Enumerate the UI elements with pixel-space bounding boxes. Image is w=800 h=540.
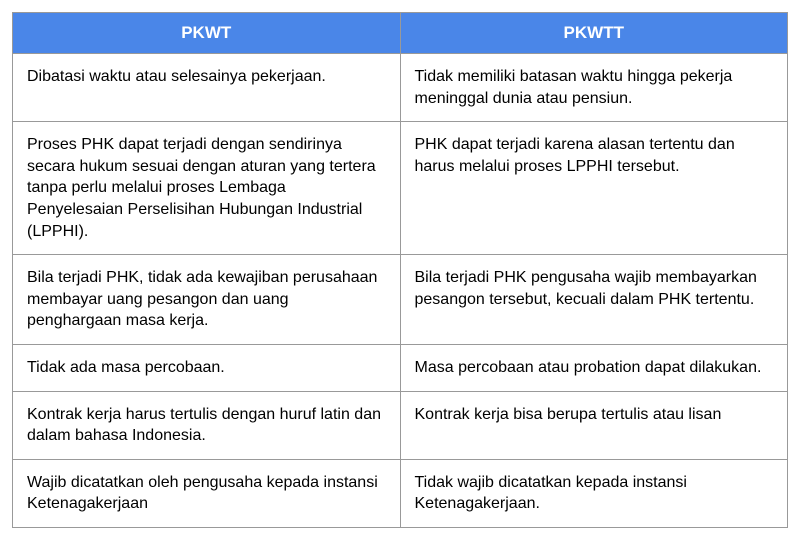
header-col-pkwtt: PKWTT bbox=[400, 13, 788, 54]
cell-pkwt: Dibatasi waktu atau selesainya pekerjaan… bbox=[13, 54, 401, 122]
comparison-table: PKWT PKWTT Dibatasi waktu atau selesainy… bbox=[12, 12, 788, 528]
cell-pkwt: Wajib dicatatkan oleh pengusaha kepada i… bbox=[13, 459, 401, 527]
table-row: Tidak ada masa percobaan. Masa percobaan… bbox=[13, 344, 788, 391]
table-row: Bila terjadi PHK, tidak ada kewajiban pe… bbox=[13, 255, 788, 345]
cell-pkwtt: Masa percobaan atau probation dapat dila… bbox=[400, 344, 788, 391]
cell-pkwtt: Bila terjadi PHK pengusaha wajib membaya… bbox=[400, 255, 788, 345]
header-col-pkwt: PKWT bbox=[13, 13, 401, 54]
table-row: Wajib dicatatkan oleh pengusaha kepada i… bbox=[13, 459, 788, 527]
cell-pkwt: Tidak ada masa percobaan. bbox=[13, 344, 401, 391]
table-row: Proses PHK dapat terjadi dengan sendirin… bbox=[13, 122, 788, 255]
table-header-row: PKWT PKWTT bbox=[13, 13, 788, 54]
cell-pkwtt: PHK dapat terjadi karena alasan tertentu… bbox=[400, 122, 788, 255]
cell-pkwtt: Tidak memiliki batasan waktu hingga peke… bbox=[400, 54, 788, 122]
cell-pkwt: Bila terjadi PHK, tidak ada kewajiban pe… bbox=[13, 255, 401, 345]
cell-pkwtt: Kontrak kerja bisa berupa tertulis atau … bbox=[400, 391, 788, 459]
cell-pkwt: Proses PHK dapat terjadi dengan sendirin… bbox=[13, 122, 401, 255]
table-row: Dibatasi waktu atau selesainya pekerjaan… bbox=[13, 54, 788, 122]
cell-pkwt: Kontrak kerja harus tertulis dengan huru… bbox=[13, 391, 401, 459]
cell-pkwtt: Tidak wajib dicatatkan kepada instansi K… bbox=[400, 459, 788, 527]
table-row: Kontrak kerja harus tertulis dengan huru… bbox=[13, 391, 788, 459]
